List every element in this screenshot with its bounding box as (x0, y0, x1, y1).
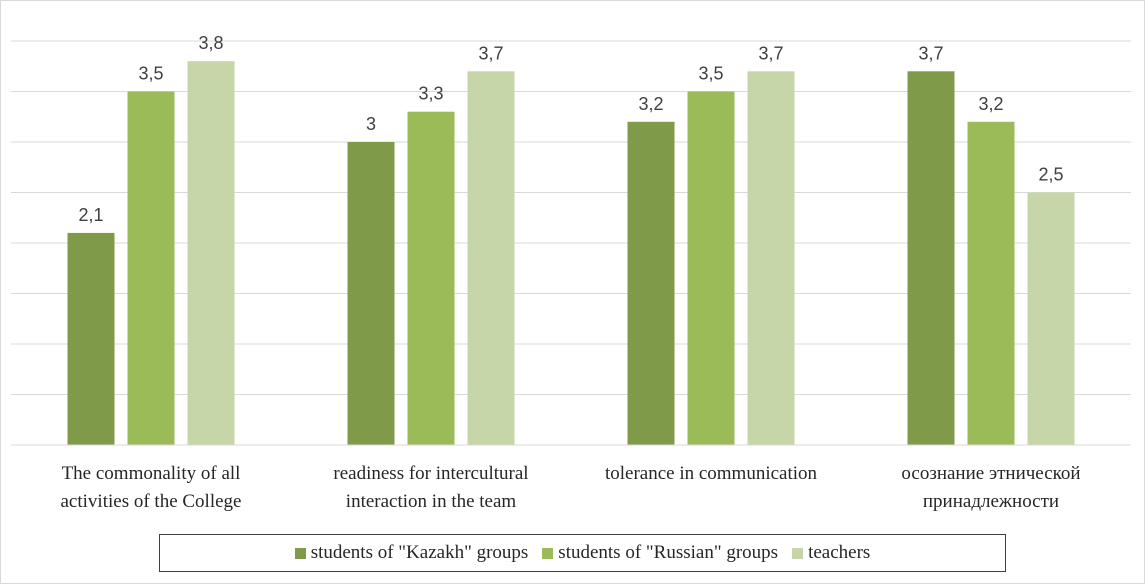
legend-item: teachers (792, 542, 870, 564)
bar-chart: 2,1 3,5 3,8 The commonality of all activitie… (11, 33, 1131, 512)
category-label: принадлежности (923, 491, 1059, 512)
bar (467, 71, 515, 446)
legend-item: students of "Kazakh" groups (294, 542, 529, 564)
legend-swatch (542, 547, 554, 559)
data-label: 3,5 (138, 64, 163, 84)
data-label: 3,3 (418, 84, 443, 104)
legend-label: students of "Russian" groups (558, 542, 779, 563)
data-label: 2,1 (78, 205, 103, 225)
data-label: 3,7 (918, 43, 943, 63)
data-label: 3,2 (638, 94, 663, 114)
bar (627, 121, 675, 446)
bar (747, 71, 795, 446)
bar (1027, 192, 1075, 445)
bar (127, 91, 175, 445)
data-label: 2,5 (1038, 165, 1063, 185)
legend-label: students of "Kazakh" groups (310, 542, 529, 563)
data-label: 3,2 (978, 94, 1003, 114)
category-label: interaction in the team (346, 491, 517, 512)
bar (187, 61, 235, 445)
legend: students of "Kazakh" groups students of "… (159, 534, 1006, 572)
category-label: осознание этнической (901, 463, 1080, 484)
data-label: 3 (366, 114, 376, 134)
category-label: The commonality of all (62, 463, 241, 484)
legend-label: teachers (808, 542, 871, 563)
legend-swatch (294, 547, 306, 559)
data-label: 3,8 (198, 33, 223, 53)
bar (907, 71, 955, 446)
data-label: 3,7 (478, 43, 503, 63)
bar (67, 232, 115, 445)
bar (407, 111, 455, 445)
category-label: activities of the College (61, 491, 242, 512)
data-label: 3,7 (758, 43, 783, 63)
bar (967, 121, 1015, 446)
bar (347, 142, 395, 445)
legend-item: students of "Russian" groups (542, 542, 778, 564)
category-label: readiness for intercultural (333, 463, 528, 484)
data-label: 3,5 (698, 64, 723, 84)
legend-swatch (792, 547, 804, 559)
bar (687, 91, 735, 445)
category-label: tolerance in communication (605, 463, 818, 484)
